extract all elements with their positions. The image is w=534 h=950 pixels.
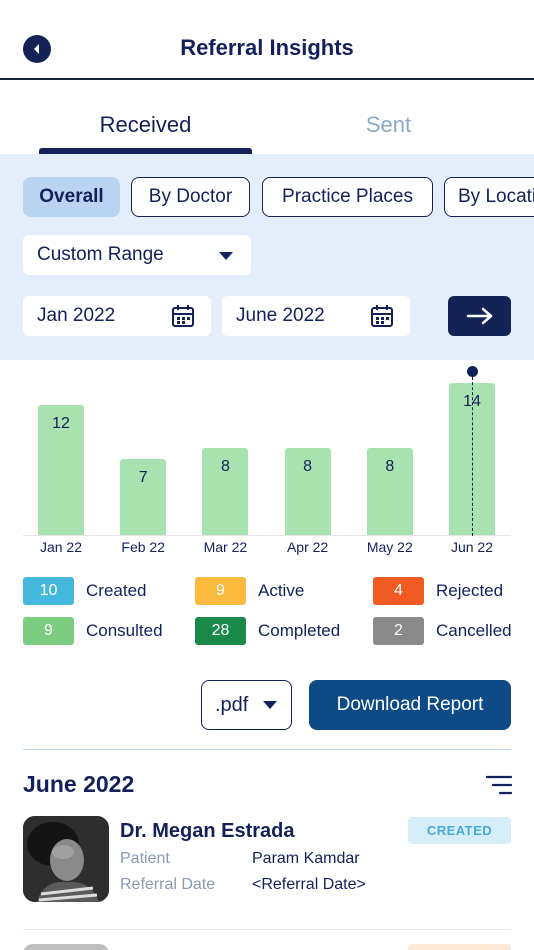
legend-label: Active bbox=[258, 581, 305, 600]
patient-name: Param Kamdar bbox=[252, 850, 360, 867]
selected-bar-marker-dot[interactable] bbox=[467, 366, 478, 377]
apply-range-button[interactable] bbox=[448, 296, 511, 336]
referral-date-label: Referral Date bbox=[120, 876, 216, 893]
section-divider bbox=[23, 749, 511, 750]
report-format-value: .pdf bbox=[215, 693, 249, 716]
filter-panel: Overall By Doctor Practice Places By Loc… bbox=[0, 154, 534, 360]
from-date-value: Jan 2022 bbox=[37, 305, 116, 326]
legend-count-badge: 9 bbox=[23, 617, 74, 645]
chip-overall[interactable]: Overall bbox=[23, 177, 120, 217]
legend-label: Rejected bbox=[436, 581, 504, 600]
chart-bar[interactable] bbox=[120, 459, 167, 535]
x-axis-tick-label: Feb 22 bbox=[121, 539, 165, 555]
bar-value-label: 12 bbox=[52, 414, 70, 432]
from-date-field[interactable]: Jan 2022 bbox=[23, 296, 211, 336]
bar-value-label: 14 bbox=[463, 393, 481, 410]
next-card-status-badge bbox=[408, 944, 511, 950]
patient-label: Patient bbox=[120, 850, 170, 867]
chart-bar[interactable] bbox=[366, 448, 413, 535]
doctor-avatar bbox=[23, 816, 109, 902]
arrow-right-icon bbox=[466, 307, 492, 325]
back-arrow-icon bbox=[34, 44, 39, 54]
active-tab-indicator bbox=[39, 148, 252, 154]
chevron-down-icon bbox=[219, 252, 233, 260]
referrals-bar-chart: 12 Jan 22 7 Feb 22 8 Mar 22 8 Apr 22 8 May 22 14 Ju… bbox=[0, 360, 534, 565]
bar-value-label: 8 bbox=[220, 458, 230, 476]
status-badge: CREATED bbox=[408, 817, 511, 844]
referral-date-value: <Referral Date> bbox=[252, 876, 366, 893]
bar-value-label: 8 bbox=[385, 458, 395, 476]
legend-label: Completed bbox=[258, 621, 341, 640]
chart-bar[interactable] bbox=[284, 448, 331, 535]
tab-bar: Received Sent bbox=[0, 82, 534, 154]
chart-bar[interactable] bbox=[202, 448, 249, 535]
download-report-button[interactable]: Download Report bbox=[309, 680, 511, 730]
legend-item-cancelled[interactable]: 2 Cancelled bbox=[373, 617, 512, 645]
page-title: Referral Insights bbox=[180, 35, 354, 60]
chip-practice-places[interactable]: Practice Places bbox=[262, 177, 433, 217]
chip-by-doctor[interactable]: By Doctor bbox=[131, 177, 250, 217]
legend-label: Consulted bbox=[86, 621, 163, 640]
legend-count-badge: 2 bbox=[373, 617, 424, 645]
legend-count-badge: 28 bbox=[195, 617, 246, 645]
legend-item-created[interactable]: 10 Created bbox=[23, 577, 146, 605]
bar-value-label: 7 bbox=[138, 469, 148, 486]
legend-item-consulted[interactable]: 9 Consulted bbox=[23, 617, 163, 645]
tab-sent[interactable]: Sent bbox=[365, 112, 412, 137]
x-axis-tick-label: Jan 22 bbox=[39, 539, 83, 555]
x-axis-tick-label: Mar 22 bbox=[203, 539, 248, 555]
x-axis-tick-label: Jun 22 bbox=[450, 539, 494, 555]
to-date-value: June 2022 bbox=[236, 305, 325, 326]
sort-icon[interactable] bbox=[486, 775, 512, 795]
bar-value-label: 8 bbox=[303, 458, 313, 476]
next-card-avatar bbox=[23, 944, 109, 950]
legend-item-active[interactable]: 9 Active bbox=[195, 577, 304, 605]
x-axis-tick-label: May 22 bbox=[366, 539, 413, 555]
chart-bar[interactable] bbox=[38, 404, 84, 535]
to-date-field[interactable]: June 2022 bbox=[222, 296, 410, 336]
legend-count-badge: 9 bbox=[195, 577, 246, 605]
x-axis-tick-label: Apr 22 bbox=[286, 539, 329, 555]
legend-label: Created bbox=[86, 581, 147, 600]
chip-by-location[interactable]: By Location bbox=[444, 177, 534, 217]
range-dropdown-value: Custom Range bbox=[37, 244, 164, 265]
section-title: June 2022 bbox=[23, 771, 135, 797]
legend-item-completed[interactable]: 28 Completed bbox=[195, 617, 340, 645]
legend-item-rejected[interactable]: 4 Rejected bbox=[373, 577, 503, 605]
legend-count-badge: 4 bbox=[373, 577, 424, 605]
report-format-select[interactable]: .pdf bbox=[201, 680, 292, 730]
legend-label: Cancelled bbox=[436, 621, 512, 640]
calendar-icon bbox=[172, 305, 194, 327]
back-button[interactable] bbox=[23, 35, 51, 63]
chevron-down-icon bbox=[263, 701, 277, 709]
app-header: Referral Insights bbox=[0, 0, 534, 80]
legend-count-badge: 10 bbox=[23, 577, 74, 605]
referral-card[interactable]: Dr. Megan Estrada CREATED Patient Param … bbox=[23, 816, 511, 906]
tab-received[interactable]: Received bbox=[99, 112, 192, 137]
doctor-name: Dr. Megan Estrada bbox=[120, 820, 295, 842]
selected-bar-marker-line bbox=[472, 372, 473, 536]
range-dropdown[interactable]: Custom Range bbox=[23, 235, 251, 275]
card-separator bbox=[23, 929, 511, 930]
calendar-icon bbox=[371, 305, 393, 327]
chart-baseline bbox=[23, 535, 511, 536]
